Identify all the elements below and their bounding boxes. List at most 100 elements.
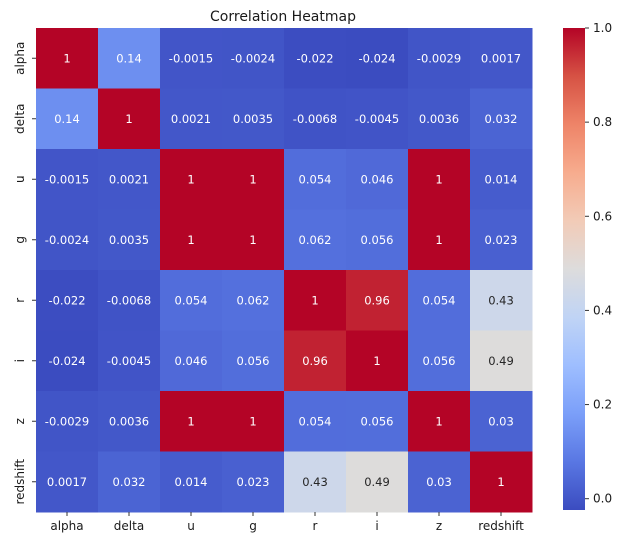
- cell-value-label: 0.054: [175, 293, 208, 307]
- heatmap-cell: [284, 149, 347, 210]
- cell-value-label: 0.056: [423, 354, 456, 368]
- heatmap-cell: [346, 209, 409, 271]
- cell-value-label: 0.0035: [233, 112, 273, 126]
- heatmap-cell: [36, 391, 99, 452]
- cell-value-label: -0.0045: [355, 112, 399, 126]
- heatmap-cell: [98, 209, 161, 271]
- heatmap-cell: [346, 270, 409, 331]
- cell-value-label: -0.0068: [107, 293, 151, 307]
- cell-value-label: 0.032: [113, 475, 146, 489]
- heatmap-cell: [346, 451, 409, 513]
- heatmap-cell: [160, 330, 223, 392]
- cell-value-label: 0.046: [175, 354, 208, 368]
- cell-value-label: 1: [187, 172, 194, 186]
- cell-value-label: -0.0045: [107, 354, 151, 368]
- heatmap-cell: [222, 209, 285, 271]
- y-tick-label: alpha: [13, 42, 27, 75]
- heatmap-cell: [36, 209, 99, 271]
- cell-value-label: 1: [187, 414, 194, 428]
- colorbar-tick-label: 0.8: [593, 115, 612, 129]
- heatmap-cell: [408, 391, 471, 452]
- cell-value-label: 1: [187, 233, 194, 247]
- heatmap-cell: [346, 330, 409, 392]
- cell-value-label: -0.0024: [231, 51, 275, 65]
- cell-value-label: 0.056: [237, 354, 270, 368]
- heatmap-cell: [222, 270, 285, 331]
- heatmap-cell: [222, 391, 285, 452]
- heatmap-cell: [470, 149, 533, 210]
- heatmap-cell: [408, 28, 471, 89]
- cell-value-label: 0.96: [364, 293, 390, 307]
- heatmap-cell: [470, 330, 533, 392]
- heatmap-cell: [346, 391, 409, 452]
- cell-value-label: -0.0029: [45, 414, 89, 428]
- heatmap-cell: [160, 270, 223, 331]
- x-tick-label: r: [313, 519, 318, 533]
- cell-value-label: 0.023: [485, 233, 518, 247]
- x-tick-label: i: [375, 519, 378, 533]
- colorbar-tick-label: 0.2: [593, 398, 612, 412]
- heatmap-cell: [222, 451, 285, 513]
- x-tick-label: g: [249, 519, 257, 533]
- heatmap-cell: [160, 209, 223, 271]
- cell-value-label: 0.014: [485, 172, 518, 186]
- chart-title: Correlation Heatmap: [210, 9, 356, 25]
- heatmap-cell: [222, 28, 285, 89]
- cell-value-label: 0.0036: [109, 414, 149, 428]
- cell-value-label: 0.0021: [171, 112, 211, 126]
- cell-value-label: -0.022: [48, 293, 85, 307]
- cell-value-label: 0.14: [54, 112, 80, 126]
- heatmap-cell: [408, 451, 471, 513]
- cell-value-label: 0.056: [361, 414, 394, 428]
- cell-value-label: 0.14: [116, 51, 142, 65]
- heatmap-cell: [470, 451, 533, 513]
- x-tick-label: delta: [114, 519, 144, 533]
- cell-value-label: 0.0017: [47, 475, 87, 489]
- colorbar-tick-label: 1.0: [593, 21, 612, 35]
- cell-value-label: 0.014: [175, 475, 208, 489]
- colorbar-tick-label: 0.0: [593, 492, 612, 506]
- heatmap-cell: [36, 149, 99, 210]
- heatmap-cell: [284, 270, 347, 331]
- heatmap-cell: [36, 330, 99, 392]
- cell-value-label: 0.43: [302, 475, 328, 489]
- heatmap-cell: [470, 28, 533, 89]
- cell-value-label: -0.022: [296, 51, 333, 65]
- cell-value-label: 0.0021: [109, 172, 149, 186]
- cell-value-label: 1: [497, 475, 504, 489]
- x-tick-label: alpha: [50, 519, 83, 533]
- cell-value-label: -0.0029: [417, 51, 461, 65]
- cell-value-label: 0.046: [361, 172, 394, 186]
- colorbar-tick-label: 0.4: [593, 303, 612, 317]
- cell-value-label: 0.054: [299, 414, 332, 428]
- cell-value-label: 0.0017: [481, 51, 521, 65]
- heatmap-cell: [36, 451, 99, 513]
- heatmap-cell: [346, 88, 409, 150]
- heatmap-cell: [284, 28, 347, 89]
- cell-value-label: 0.43: [488, 293, 514, 307]
- heatmap-cell: [98, 88, 161, 150]
- colorbar-gradient: [563, 28, 585, 510]
- cell-value-label: 0.062: [237, 293, 270, 307]
- heatmap-cell: [470, 209, 533, 271]
- heatmap-cell: [222, 149, 285, 210]
- heatmap-cell: [470, 270, 533, 331]
- heatmap-cell: [36, 88, 99, 150]
- heatmap-cell: [284, 88, 347, 150]
- cell-value-label: 0.0036: [419, 112, 459, 126]
- cell-value-label: -0.0015: [45, 172, 89, 186]
- heatmap-cell: [160, 88, 223, 150]
- heatmap-cell: [408, 149, 471, 210]
- heatmap-cell: [346, 149, 409, 210]
- heatmap-cell: [284, 391, 347, 452]
- cell-value-label: -0.024: [358, 51, 395, 65]
- y-tick-label: redshift: [13, 459, 27, 505]
- cell-value-label: 1: [311, 293, 318, 307]
- cell-value-label: 1: [435, 414, 442, 428]
- cell-value-label: -0.024: [48, 354, 85, 368]
- heatmap-cell: [222, 330, 285, 392]
- cell-value-label: 1: [373, 354, 380, 368]
- colorbar: 0.0 0.2 0.4 0.6 0.8 1.0: [563, 21, 612, 510]
- cell-value-label: 1: [125, 112, 132, 126]
- heatmap-cell: [36, 270, 99, 331]
